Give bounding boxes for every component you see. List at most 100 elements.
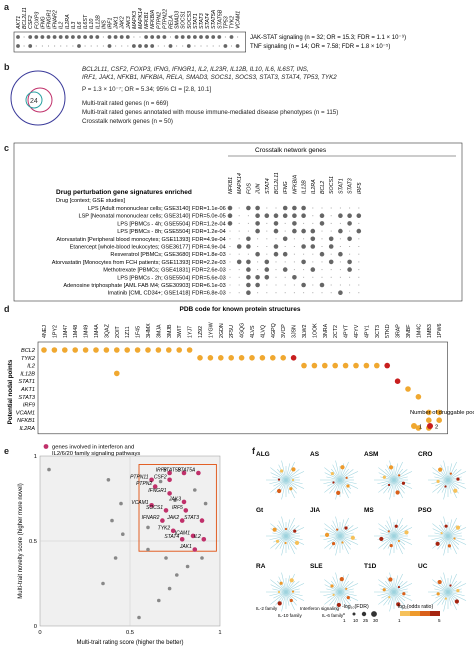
druggable-pocket-dot [436,409,443,416]
pdb-code: 3MJB [167,324,173,338]
tree-branch [281,535,287,556]
tree-branch [285,479,303,485]
tree-branch [434,476,449,481]
drug-gene-dot [301,213,306,218]
color-legend-max: 5 [438,618,441,623]
druggable-pocket-dot [259,355,266,361]
drug-gene-empty [358,292,360,294]
tree-branch [389,591,395,612]
tree-branch [339,581,354,593]
node-gene: IRF9 [23,403,35,409]
tree-branch [339,479,352,489]
tree-branch [339,580,349,593]
drug-gene-empty [358,207,360,209]
pdb-code: 1M4A [94,324,100,338]
drug-gene-empty [321,292,323,294]
column-stat4: STAT4 [265,178,271,194]
enriched-node [394,524,398,528]
enriched-node [453,537,456,540]
pocket-legend-dot [411,423,417,429]
gene-label-il12b: IL12B [95,15,101,29]
column-il2ra: IL2RA [311,179,317,194]
tree-branch [324,472,341,481]
drug-gene-dot [273,251,279,257]
gene-label-irf1: IRF1 [108,17,114,29]
tree-branch [393,535,413,545]
druggable-pocket-dot [218,355,224,361]
drug-name: LPS [PBMCs - 4h; GSE5504] [117,221,190,227]
drug-gene-dot [301,282,306,288]
tree-branch [385,468,395,481]
tree-branch [378,528,395,537]
drug-gene-empty [358,238,360,240]
shared-genes-line-2: IRF1, JAK1, NFKB1, NFKBIA, RELA, SMAD3, … [82,74,337,81]
drug-gene-dot [310,267,316,272]
drug-fdr: FDR=2.6e-03 [192,268,226,274]
gene-point-label: IFNAR2 [142,515,160,521]
tree-branch [339,591,344,606]
pocket-legend-label: 2 [435,425,438,431]
tree-branch [285,591,303,597]
pathway-jak-stat: JAK-STAT signaling (n = 32; OR = 15.3; F… [250,34,406,41]
pathway-dot [113,35,118,39]
pathway-empty [176,45,178,47]
gene-label-nfkb1: NFKB1 [144,12,150,29]
tree-branch [393,525,408,537]
enriched-node [388,465,394,470]
gene-point [175,573,179,577]
tree-branch [393,591,405,606]
drug-gene-empty [257,269,259,271]
tree-branch [447,588,462,593]
tree-branch [385,524,395,537]
tree-branch [393,588,408,593]
druggable-pocket-dot [426,409,432,416]
pdb-code: 3VCP [281,324,287,338]
tree-branch [439,524,449,537]
tree-branch [447,535,459,550]
drug-gene-empty [312,284,314,286]
drug-name: LPS [PBMCs - 8h; GSE5504] [117,229,190,235]
tree-branch [339,479,349,499]
tree-branch [435,591,449,599]
drug-fdr: FDR=5.0e-05 [192,214,226,220]
drug-gene-dot [301,205,306,211]
gene-label-il3: IL3 [71,22,77,29]
gene-label-vcam1: VCAM1 [236,11,242,29]
pathway-empty [231,45,232,47]
drug-gene-dot [264,259,270,265]
enriched-node [346,595,350,600]
tree-branch [393,535,405,550]
panel-b: 24 BCL2L11, CSF2, FOXP3, IFNG, IFNGR1, I… [0,60,474,142]
enriched-node [336,602,341,608]
pathway-dot [229,35,234,39]
column-ifng: IFNG [283,181,289,194]
tree-branch [447,471,467,481]
tree-branch [393,468,403,481]
drug-gene-dot [310,244,316,249]
drug-gene-dot [264,213,270,218]
tree-branch [434,532,449,537]
gene-point [110,518,114,523]
color-legend-min: 1 [398,618,401,623]
drug-gene-dot [227,205,233,211]
gene-point-label: PTPN2 [136,481,152,487]
tree-branch [285,580,295,593]
enriched-node [291,478,295,482]
drug-gene-empty [321,207,323,209]
druggable-pocket-dot [280,355,287,361]
pathway-dot [52,35,57,39]
drug-gene-empty [303,269,305,271]
drug-gene-empty [266,284,268,286]
pathway-dot [217,35,222,39]
tree-branch [277,468,287,481]
drug-gene-empty [349,276,351,278]
druggable-pocket-dot [155,347,162,353]
drug-gene-empty [330,292,332,294]
tree-branch [447,591,460,601]
x-tick-label: 1 [218,630,221,636]
pathway-dot [150,35,155,39]
tree-branch [285,471,305,481]
tree-branch [335,516,341,537]
x-axis-label: Multi-trait rating score (higher the bet… [76,640,183,646]
tree-branch [377,591,395,597]
